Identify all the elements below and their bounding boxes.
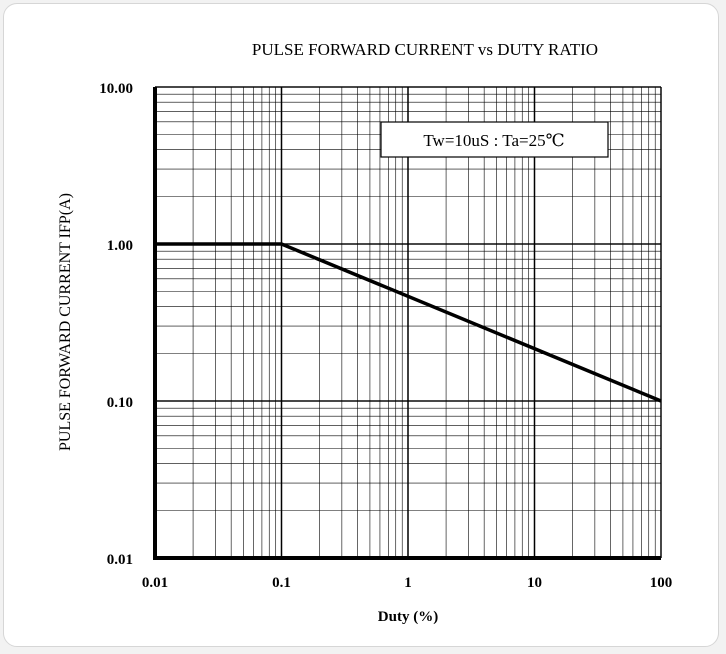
chart-title: PULSE FORWARD CURRENT vs DUTY RATIO [252, 40, 598, 59]
y-tick-label: 0.10 [107, 395, 133, 411]
series-line-0 [155, 242, 662, 403]
annotation-frame [380, 121, 609, 158]
x-tick-labels: 0.01 0.1 1 10 100 [142, 575, 672, 591]
x-tick-label: 0.01 [142, 575, 168, 591]
y-tick-label: 0.01 [107, 552, 133, 568]
series-layer [155, 242, 662, 403]
x-tick-label: 100 [650, 575, 673, 591]
annotation-text: Tw=10uS : Ta=25℃ [423, 131, 564, 150]
x-tick-label: 1 [404, 575, 412, 591]
y-tick-labels: 10.00 1.00 0.10 0.01 [99, 81, 133, 568]
axes [153, 86, 662, 560]
y-tick-label: 1.00 [107, 238, 133, 254]
x-axis-label: Duty (%) [378, 609, 438, 625]
y-axis-label: PULSE FORWARD CURRENT IFP(A) [57, 193, 74, 451]
annotation-box: Tw=10uS : Ta=25℃ [380, 121, 609, 158]
y-tick-label: 10.00 [99, 81, 133, 97]
x-tick-label: 0.1 [272, 575, 291, 591]
grid [154, 86, 662, 559]
x-tick-label: 10 [527, 575, 542, 591]
chart-card [3, 3, 719, 647]
